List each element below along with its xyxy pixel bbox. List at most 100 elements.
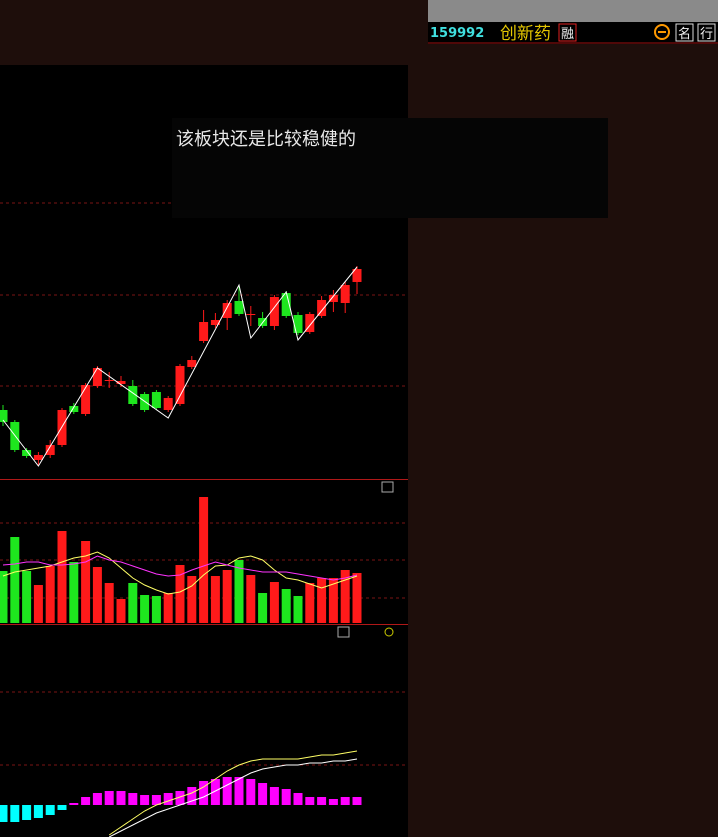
tag[interactable]: 融	[561, 27, 574, 42]
volume-bar	[210, 576, 220, 623]
macd-bar	[57, 805, 67, 810]
volume-bar	[33, 585, 43, 623]
candle-body	[210, 320, 220, 325]
candle-body	[187, 360, 197, 367]
candle-body	[128, 386, 138, 404]
macd-bar	[328, 799, 338, 805]
stock-code: 159992	[430, 26, 484, 41]
macd-bar	[234, 777, 244, 805]
macd-bar	[151, 795, 161, 805]
volume-bar	[246, 575, 256, 623]
volume-bar	[116, 599, 126, 623]
macd-bar	[340, 797, 350, 805]
volume-bar	[81, 541, 91, 623]
volume-bar	[281, 589, 291, 623]
candle-body	[33, 455, 43, 460]
zoom-icon[interactable]	[384, 627, 394, 637]
volume-bar	[175, 565, 185, 623]
candle-body	[328, 295, 338, 302]
candle-body	[222, 303, 232, 318]
line	[108, 758, 358, 837]
volume-bar	[22, 571, 32, 623]
candle-body	[281, 293, 291, 316]
volume-bar	[352, 573, 362, 623]
macd-bar	[222, 777, 232, 805]
volume-bar	[258, 593, 268, 623]
macd-bar	[69, 803, 79, 805]
volume-bar	[92, 567, 102, 623]
macd-bar	[104, 791, 114, 805]
macd-bar	[128, 793, 138, 805]
panel-icon[interactable]	[337, 626, 350, 638]
volume-bar	[69, 562, 79, 623]
candle-body	[81, 385, 91, 414]
volume-bar	[317, 578, 327, 623]
line	[2, 266, 358, 467]
candle-body	[317, 300, 327, 316]
macd-bar	[163, 793, 173, 805]
title-bar	[428, 0, 718, 22]
macd-bar	[45, 805, 55, 815]
macd-bar	[175, 791, 185, 805]
macd-bar	[281, 789, 291, 805]
macd-bar	[199, 781, 209, 805]
volume-bar	[328, 578, 338, 623]
macd-bar	[305, 797, 315, 805]
candle-body	[305, 314, 315, 332]
macd-bar	[0, 805, 8, 822]
candle-body	[140, 394, 150, 410]
candle-body	[22, 450, 32, 456]
candle-body	[234, 301, 244, 314]
volume-bar	[199, 497, 209, 623]
macd-bar	[92, 793, 102, 805]
macd-bar	[33, 805, 43, 818]
macd-bar	[269, 787, 279, 805]
macd-bar	[352, 797, 362, 805]
volume-bar	[128, 583, 138, 623]
candle-body	[246, 314, 256, 315]
stock-name: 创新药	[500, 24, 551, 44]
volume-bar	[151, 596, 161, 623]
macd-bar	[10, 805, 20, 822]
macd-bar	[317, 797, 327, 805]
candle-body	[0, 410, 8, 422]
annotation-box: 该板块还是比较稳健的	[172, 118, 608, 218]
macd-bar	[140, 795, 150, 805]
line	[2, 555, 358, 581]
volume-bar	[222, 570, 232, 623]
volume-bar	[104, 583, 114, 623]
tag[interactable]: 行	[700, 27, 713, 42]
tag-box	[697, 23, 716, 42]
candle-body	[104, 380, 114, 381]
macd-bar	[22, 805, 32, 820]
volume-bar	[187, 576, 197, 623]
candle-body	[199, 322, 209, 341]
macd-bar	[210, 779, 220, 805]
macd-bar	[258, 783, 268, 805]
macd-bar	[246, 779, 256, 805]
panel-icon[interactable]	[381, 481, 394, 493]
candle-body	[69, 406, 79, 412]
candle-body	[340, 285, 350, 303]
tag-box	[675, 23, 694, 42]
volume-bar	[10, 537, 20, 623]
candle-body	[293, 315, 303, 333]
tag-box	[558, 23, 577, 42]
line	[2, 551, 358, 595]
line	[108, 750, 358, 836]
candle-body	[151, 392, 161, 408]
tag[interactable]: 名	[678, 26, 691, 42]
annotation: 该板块还是比较稳健的	[176, 129, 356, 150]
candle-body	[45, 445, 55, 455]
volume-bar	[269, 582, 279, 623]
volume-bar	[163, 593, 173, 623]
candle-body	[92, 368, 102, 386]
candle-body	[175, 366, 185, 404]
quote-bar	[428, 22, 718, 44]
minus-icon[interactable]	[654, 24, 670, 40]
volume-bar	[293, 596, 303, 623]
volume-bar	[305, 583, 315, 623]
volume-bar	[45, 566, 55, 623]
candle-body	[163, 398, 173, 410]
